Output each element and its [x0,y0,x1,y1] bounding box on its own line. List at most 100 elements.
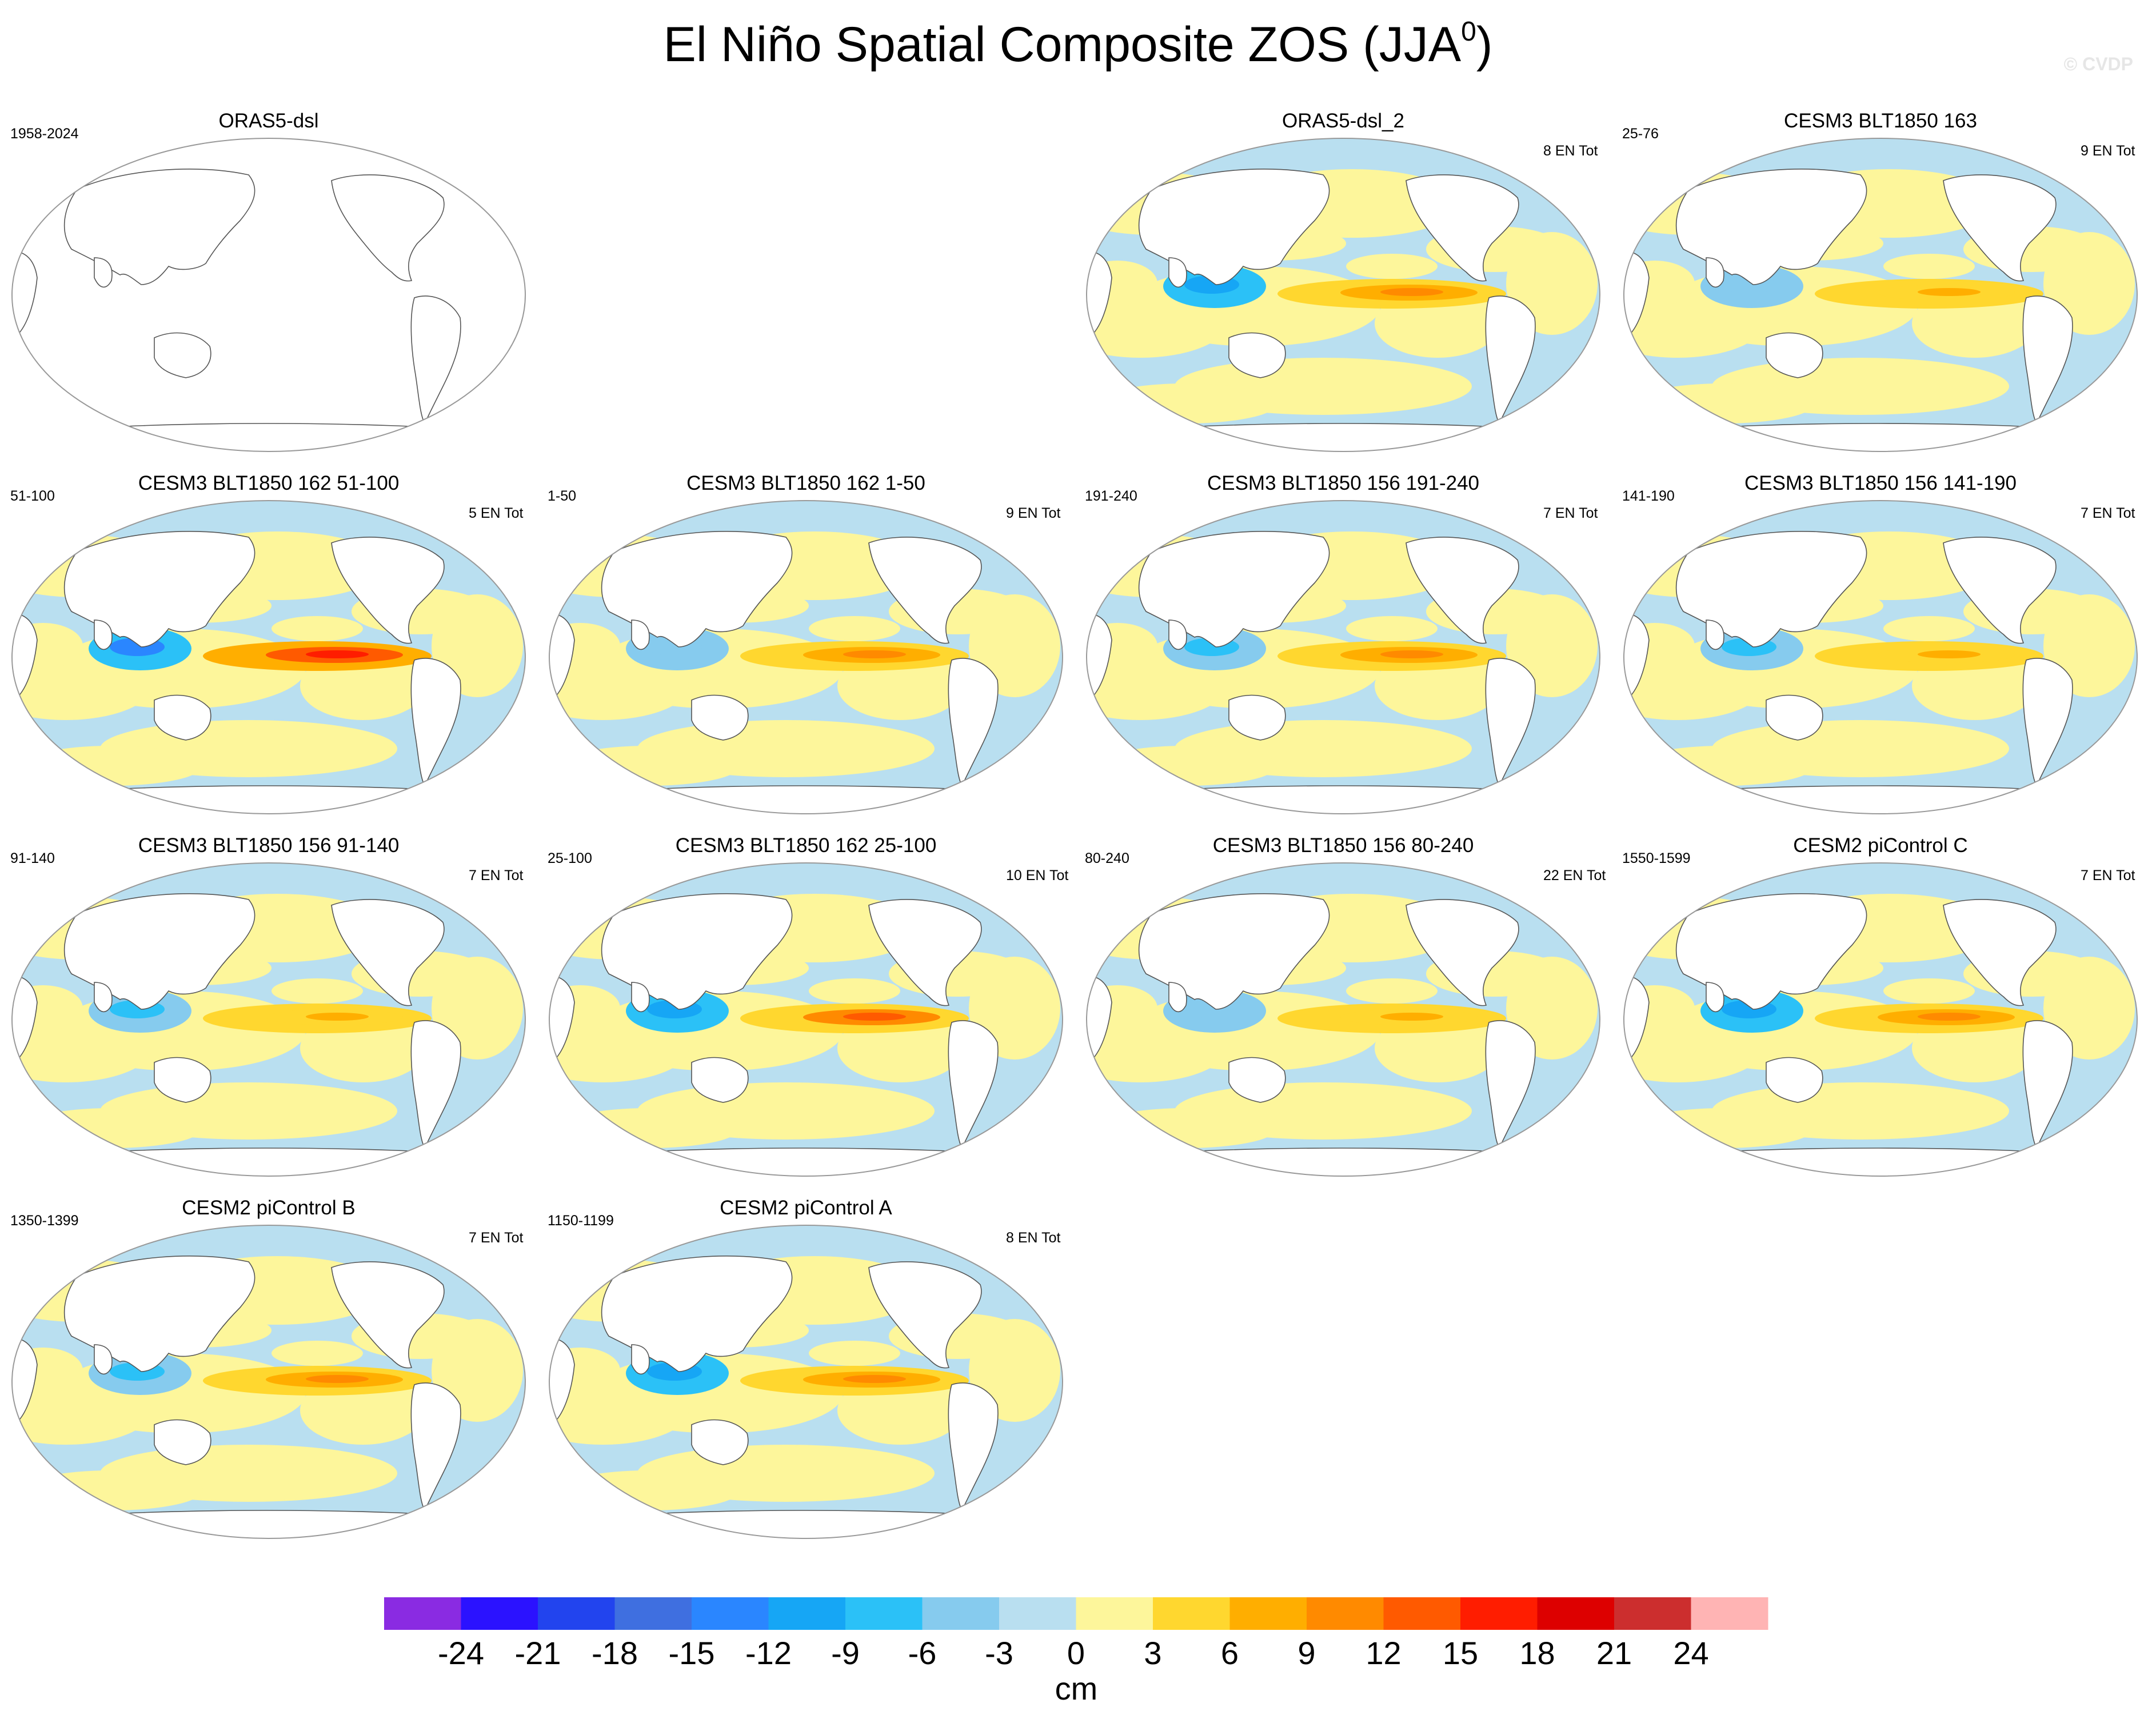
panel-period: 25-100 [548,850,592,866]
coastline [2071,166,2113,193]
coastline [63,893,255,1010]
colorbar-tick-label: -6 [908,1635,937,1671]
map-border [1623,862,2138,1177]
coastline [1485,658,1536,787]
coastline [154,1419,211,1465]
coastline [1534,528,1575,555]
coastline [1485,295,1536,425]
colorbar-swatch [461,1597,538,1630]
panel-period: 91-140 [10,850,55,866]
anomaly-patch [20,1108,203,1148]
equatorial-warm-core [306,1013,369,1021]
equatorial-warm-core [1380,288,1443,296]
colorbar-swatch [1460,1597,1538,1630]
robinson-map [1086,500,1600,814]
anomaly-patch [1346,616,1438,641]
panel-period: 51-100 [10,488,55,504]
anomaly-patch [1095,383,1277,423]
coastline [1675,893,1867,1010]
equatorial-warm-core [843,1013,906,1021]
equatorial-warm-core [306,650,369,658]
panel-title: CESM2 piControl A [720,1197,892,1219]
panel-event-count: 7 EN Tot [2081,505,2135,521]
coastline [331,899,445,1006]
coastline [579,1148,1033,1176]
panel-c3_162_25: CESM3 BLT1850 162 25-100 25-100 10 EN Tot [537,830,1075,1184]
anomaly-patch [809,616,900,641]
coastline [601,893,793,1010]
colorbar-swatch [614,1597,692,1630]
coastline [1138,893,1330,1010]
coastline [579,1510,1033,1538]
coastline [1706,257,1724,288]
colorbar-swatch [1229,1597,1307,1630]
robinson-map [1623,500,2138,814]
panel-event-count: 10 EN Tot [1006,868,1069,884]
map-border [1623,500,2138,814]
anomaly-patch [20,1470,203,1510]
coastline [2071,528,2113,555]
coastline [1116,1148,1570,1176]
coastline [1138,169,1330,285]
anomaly-patch [1346,254,1438,279]
colorbar-tick-label: 3 [1144,1635,1161,1671]
coastline [94,982,113,1013]
coastline [601,531,793,647]
coastline [1706,619,1724,650]
panel-c3_162_1: CESM3 BLT1850 162 1-50 1-50 9 EN Tot [537,467,1075,822]
coastline [2071,890,2113,917]
panel-event-count: 5 EN Tot [469,505,524,521]
coastline [1228,1057,1286,1103]
coastline [631,982,650,1013]
panel-title: CESM2 piControl C [1793,834,1968,857]
colorbar-tick-label: -9 [831,1635,860,1671]
coastline [1168,619,1187,650]
equatorial-warm-core [1918,1013,1981,1021]
equatorial-warm-core [1918,288,1981,296]
coastline [1116,785,1570,814]
panel-c3_156_191: CESM3 BLT1850 156 191-240 191-240 7 EN Tot [1075,467,1612,822]
panel-event-count: 22 EN Tot [1543,868,1606,884]
coastline [868,899,982,1006]
colorbar-tick-label: -15 [669,1635,715,1671]
coastline [1654,423,2107,451]
coastline [631,619,650,650]
coastline [460,528,501,555]
colorbar-tick-label: -24 [438,1635,484,1671]
coastline [1675,169,1867,285]
coastline [1116,423,1570,451]
anomaly-patch [1346,978,1438,1004]
map-border [11,500,526,814]
panel-event-count: 7 EN Tot [2081,868,2135,884]
coastline [42,1148,496,1176]
coastline [42,423,496,451]
panel-period: 191-240 [1085,488,1137,504]
robinson-map [11,500,526,814]
colorbar-tick-label: 21 [1596,1635,1632,1671]
colorbar-tick-label: 15 [1443,1635,1478,1671]
coastline [691,694,749,741]
colorbar-swatch [999,1597,1076,1630]
coastline [948,658,999,787]
robinson-map [1623,862,2138,1177]
panel-event-count: 9 EN Tot [2081,143,2135,159]
colorbar-swatch [768,1597,846,1630]
anomaly-patch [20,746,203,786]
panel-event-count: 9 EN Tot [1006,505,1061,521]
coastline [2022,295,2073,425]
colorbar-tick-label: -3 [985,1635,1013,1671]
panel-title: CESM3 BLT1850 162 51-100 [138,472,400,494]
panel-title: CESM2 piControl B [182,1197,356,1219]
panel-c3_156_80: CESM3 BLT1850 156 80-240 80-240 22 EN Tot [1075,830,1612,1184]
coastline [1228,332,1286,378]
coastline [331,174,445,282]
coastline [154,1057,211,1103]
coastline [1138,531,1330,647]
coastline [460,166,501,193]
panel-event-count: 7 EN Tot [469,868,524,884]
anomaly-patch [1632,746,1815,786]
coastline [1943,174,2057,282]
coastline [94,257,113,288]
coastline [331,1261,445,1369]
coastline [42,785,496,814]
